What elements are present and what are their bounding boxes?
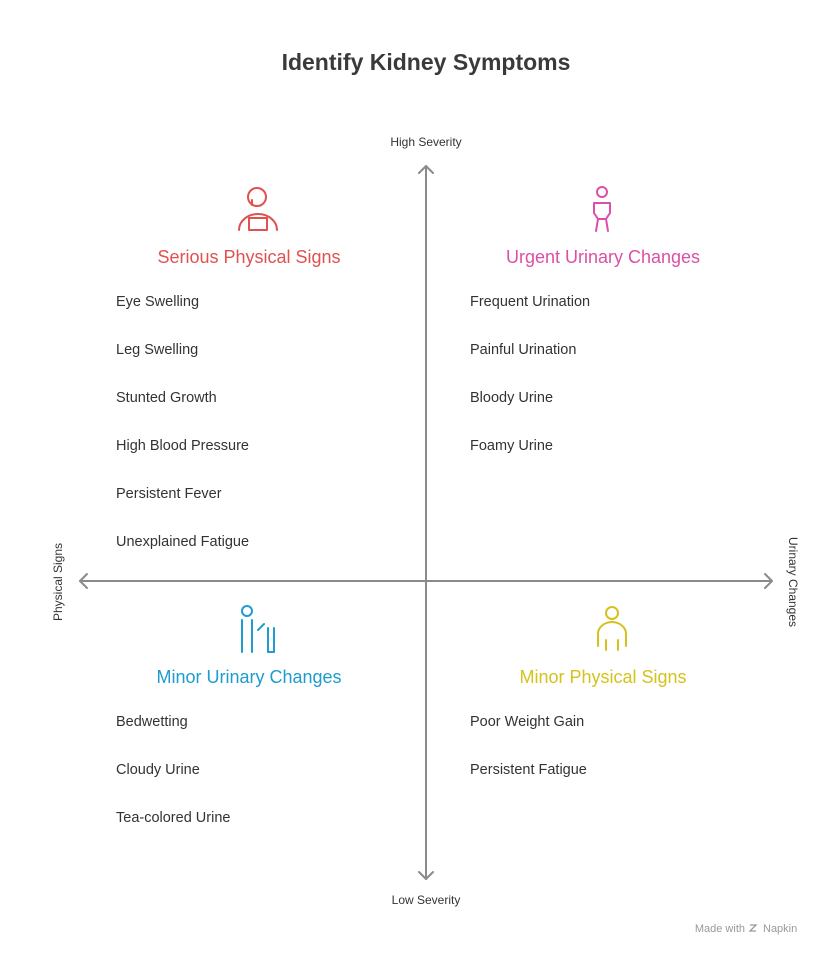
footer-logo (748, 924, 758, 932)
arrow-up (418, 165, 434, 174)
axis-top-label: High Severity (390, 135, 461, 149)
quadrant-title: Urgent Urinary Changes (506, 247, 700, 267)
symptom-item: Cloudy Urine (116, 762, 200, 778)
symptom-item: Bedwetting (116, 714, 188, 730)
symptom-item: Foamy Urine (470, 438, 553, 454)
icon-minor-urinary (241, 605, 275, 653)
symptom-item: Leg Swelling (116, 342, 198, 358)
axis-bottom-label: Low Severity (392, 893, 461, 907)
quadrant-title: Minor Urinary Changes (156, 667, 341, 687)
quadrant-title: Serious Physical Signs (157, 247, 340, 267)
title: Identify Kidney Symptoms (282, 49, 571, 75)
symptom-item: Eye Swelling (116, 294, 199, 310)
symptom-item: Persistent Fatigue (470, 762, 587, 778)
axis-right-label: Urinary Changes (786, 537, 800, 627)
symptom-item: Frequent Urination (470, 294, 590, 310)
symptom-item: Stunted Growth (116, 390, 217, 406)
footer-made-with: Made with (695, 923, 745, 935)
axis-left-label: Physical Signs (51, 543, 65, 621)
arrow-down (418, 871, 434, 880)
arrow-right (764, 573, 773, 589)
symptom-item: Poor Weight Gain (470, 714, 584, 730)
arrow-left (79, 573, 88, 589)
symptom-item: Unexplained Fatigue (116, 534, 249, 550)
symptom-item: Persistent Fever (116, 486, 222, 502)
icon-minor-physical (597, 606, 627, 651)
icon-urgent (593, 186, 611, 232)
symptom-item: Painful Urination (470, 342, 576, 358)
symptom-item: Bloody Urine (470, 390, 553, 406)
symptom-item: Tea-colored Urine (116, 810, 230, 826)
icon-serious (238, 187, 278, 231)
quadrant-title: Minor Physical Signs (519, 667, 686, 687)
symptom-item: High Blood Pressure (116, 438, 249, 454)
footer-brand: Napkin (763, 923, 797, 935)
